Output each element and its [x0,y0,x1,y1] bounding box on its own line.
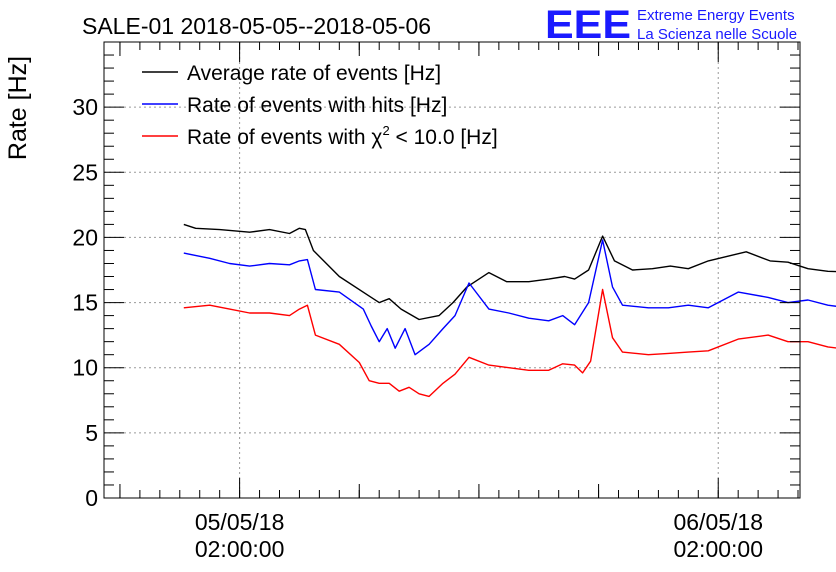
series-average-line [183,223,836,321]
x-tick-label-date: 05/05/18 [195,509,285,535]
legend-entry-hits: Rate of events with hits [Hz] [142,94,447,117]
chart-title: SALE-01 2018-05-05--2018-05-06 [82,13,431,39]
y-tick-label: 25 [72,159,98,185]
x-tick-label-time: 02:00:00 [673,536,763,562]
y-axis-title: Rate [Hz] [4,56,32,160]
y-tick-label: 10 [72,355,98,381]
legend-label-chi2-tail: < 10.0 [Hz] [390,126,498,149]
legend-label-chi2-main: Rate of events with χ [187,126,382,149]
legend-label-chi2-sup: 2 [382,123,389,138]
y-tick-label: 0 [85,485,98,511]
series-hits-line [183,239,836,356]
eee-logo-mark: EEE [545,3,631,47]
legend-label-average: Average rate of events [Hz] [187,62,441,85]
eee-logo-line2: La Scienza nelle Scuole [637,26,797,43]
y-tick-label: 5 [85,420,98,446]
eee-logo-line1: Extreme Energy Events [637,7,795,24]
eee-logo: EEE Extreme Energy Events La Scienza nel… [545,3,797,47]
y-tick-label: 15 [72,290,98,316]
x-tick-label-date: 06/05/18 [673,509,763,535]
plot-frame [103,41,801,499]
y-tick-labels: 0 5 10 15 20 25 30 [72,94,98,511]
grid-lines [104,42,800,498]
x-tick-label-time: 02:00:00 [195,536,285,562]
data-series [183,223,836,398]
axis-ticks [104,42,800,499]
series-chi2-line [183,288,836,398]
legend: Average rate of events [Hz] Rate of even… [142,62,498,149]
y-tick-label: 20 [72,224,98,250]
legend-label-chi2: Rate of events with χ2 < 10.0 [Hz] [187,123,498,149]
legend-entry-chi2: Rate of events with χ2 < 10.0 [Hz] [142,123,498,149]
legend-entry-average: Average rate of events [Hz] [142,62,441,85]
legend-label-hits: Rate of events with hits [Hz] [187,94,447,117]
y-tick-label: 30 [72,94,98,120]
